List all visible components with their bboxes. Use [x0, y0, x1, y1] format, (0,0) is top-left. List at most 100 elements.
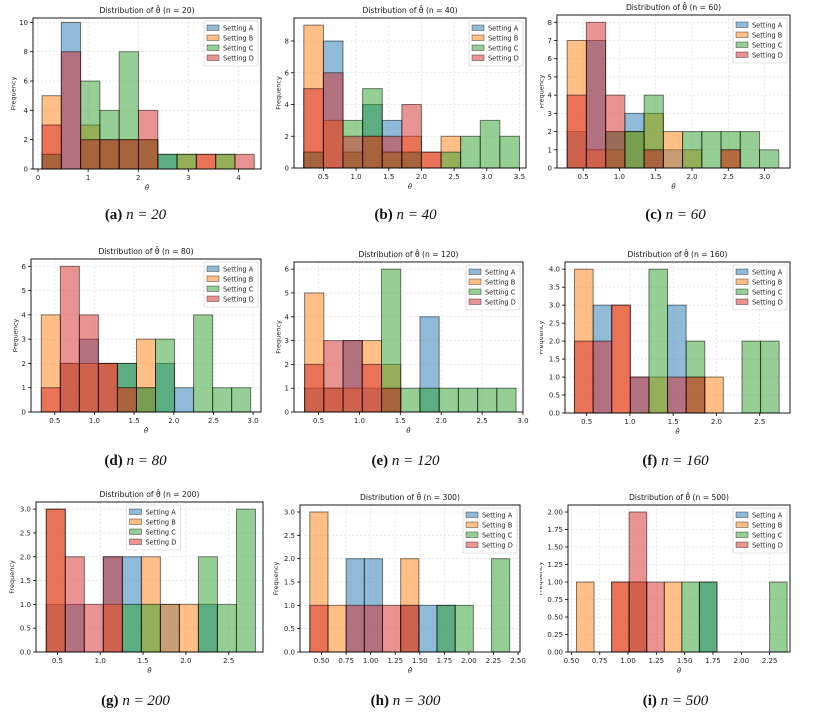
histogram-bar-setting-d [646, 581, 665, 653]
chart-title: Distribution of θ̂ (n = 500) [629, 493, 729, 502]
legend-swatch [471, 34, 485, 41]
legend-swatch [735, 21, 749, 28]
chart-title: Distribution of θ̂ (n = 160) [628, 250, 728, 259]
legend: Setting A Setting B Setting C Setting D [126, 504, 181, 551]
histogram-bar-setting-d [78, 314, 99, 413]
legend-label: Setting D [752, 299, 783, 307]
histogram-chart-b: 0.5 1.0 1.5 2.0 2.5 3.0 3.5 0 2 4 6 8 Distribution o… [275, 6, 527, 191]
legend-swatch [206, 285, 220, 292]
legend-swatch [206, 275, 220, 282]
histogram-bar-setting-d [303, 88, 324, 169]
subfigure-caption: (h) n = 300 [270, 693, 541, 710]
x-tick-label: 2.00 [733, 657, 749, 665]
axes-frame [30, 258, 262, 413]
legend-label: Setting A [485, 269, 516, 277]
caption-label: (f) [642, 453, 662, 469]
legend-label: Setting A [223, 25, 254, 33]
legend-swatch [735, 541, 749, 548]
legend-swatch [129, 528, 142, 535]
subfigure-caption: (f) n = 160 [540, 453, 811, 470]
histogram-bar-setting-c [212, 387, 233, 413]
y-tick-label: 0.50 [547, 614, 563, 622]
y-tick-label: 4 [285, 313, 290, 321]
x-tick-label: 2.5 [477, 417, 488, 425]
histogram-bar-setting-b [575, 581, 595, 653]
legend-label: Setting C [488, 45, 519, 53]
x-tick-label: 2.5 [208, 417, 219, 425]
y-tick-label: 2.5 [284, 532, 295, 540]
histogram-bar-setting-c [216, 603, 237, 653]
legend-swatch [206, 34, 220, 41]
histogram-bar-setting-c [760, 340, 780, 414]
histogram-panel-f: 0.5 1.0 1.5 2.0 2.5 0.0 0.5 1.0 1.5 2.0 2.5 3.0 3.5 4… [540, 240, 811, 480]
chart-title: Distribution of θ̂ (n = 40) [362, 6, 457, 15]
y-axis-label: Frequency [9, 77, 17, 111]
x-tick-label: 2.00 [461, 657, 477, 665]
y-tick-label: 1.5 [549, 356, 560, 364]
legend-swatch [735, 288, 749, 295]
histogram-bar-setting-c [235, 508, 256, 653]
y-axis-label: Frequency [275, 76, 283, 110]
histogram-chart-e: 0.5 1.0 1.5 2.0 2.5 3.0 0 1 2 3 4 5 6 Distribution of… [275, 250, 529, 435]
legend-label: Setting C [146, 529, 177, 537]
y-tick-label: 1.0 [284, 602, 295, 610]
legend-label: Setting D [223, 55, 254, 63]
subfigure-caption: (i) n = 500 [540, 693, 811, 710]
legend-swatch [735, 41, 749, 48]
x-tick-label: 2.0 [180, 657, 191, 665]
x-tick-label: 2.0 [416, 173, 427, 181]
x-tick-label: 1.0 [624, 418, 635, 426]
axes-frame [567, 504, 791, 653]
x-tick-label: 3.5 [514, 173, 525, 181]
caption-label: (c) [645, 207, 666, 223]
y-tick-label: 0 [24, 166, 28, 174]
y-tick-label: 0.00 [547, 649, 563, 657]
legend-label: Setting C [485, 289, 516, 297]
y-tick-label: 6 [285, 266, 290, 274]
histogram-panel-d: 0.5 1.0 1.5 2.0 2.5 3.0 0 1 2 3 4 5 6 Distribution of… [0, 240, 271, 480]
x-tick-label: 0.50 [564, 657, 580, 665]
y-tick-label: 1 [285, 385, 289, 393]
legend-swatch [735, 511, 749, 518]
axes-frame [35, 501, 264, 653]
x-tick-label: 0.5 [578, 173, 589, 181]
histogram-bar-setting-d [342, 340, 363, 413]
legend-swatch [465, 531, 479, 538]
x-tick-label: 3.0 [481, 173, 492, 181]
histogram-bar-setting-c [400, 387, 421, 413]
x-tick-label: 1.75 [437, 657, 453, 665]
y-tick-label: 8 [285, 38, 289, 46]
histogram-chart-h: 0.50 0.75 1.00 1.25 1.50 1.75 2.00 2.25 2.50 0.0 0… [272, 493, 526, 675]
y-tick-label: 1 [22, 384, 26, 392]
x-axis-label: θ̂ [144, 426, 149, 435]
x-tick-label: 0.5 [49, 417, 60, 425]
histogram-bar-setting-d [102, 556, 123, 653]
histogram-bar-setting-d [401, 104, 422, 169]
histogram-panel-b: 0.5 1.0 1.5 2.0 2.5 3.0 3.5 0 2 4 6 8 Distribution o… [270, 0, 541, 240]
legend-label: Setting D [146, 539, 177, 547]
histogram-bar-setting-b [178, 603, 199, 653]
x-tick-label: 3 [186, 174, 190, 182]
y-tick-label: 0.5 [20, 625, 31, 633]
x-axis-label: θ̂ [675, 427, 680, 436]
y-tick-label: 0 [22, 409, 26, 417]
histogram-bar-setting-d [41, 124, 62, 170]
legend-label: Setting B [752, 279, 783, 287]
caption-label: (d) [104, 453, 127, 469]
x-tick-label: 2.0 [686, 173, 697, 181]
histogram-panel-g: 0.5 1.0 1.5 2.0 2.5 0.0 0.5 1.0 1.5 2.0 2.5 3.0 Dist… [0, 480, 271, 720]
x-tick-label: 3.0 [247, 417, 258, 425]
histogram-bar-setting-c [155, 338, 176, 413]
histogram-bar-setting-c [681, 581, 700, 653]
x-tick-label: 1.00 [620, 657, 636, 665]
y-tick-label: 1.25 [547, 561, 563, 569]
x-axis-label: θ̂ [677, 666, 682, 675]
histogram-bar-setting-d [304, 363, 325, 413]
legend: Setting A Setting B Setting C Setting D [468, 20, 524, 67]
histogram-bar-setting-c [157, 153, 178, 170]
y-tick-label: 1.5 [284, 579, 295, 587]
x-tick-label: 2.5 [449, 173, 460, 181]
caption-n: n = 200 [122, 693, 170, 709]
histogram-bar-setting-d [83, 603, 104, 653]
subfigure-caption: (b) n = 40 [270, 207, 541, 224]
